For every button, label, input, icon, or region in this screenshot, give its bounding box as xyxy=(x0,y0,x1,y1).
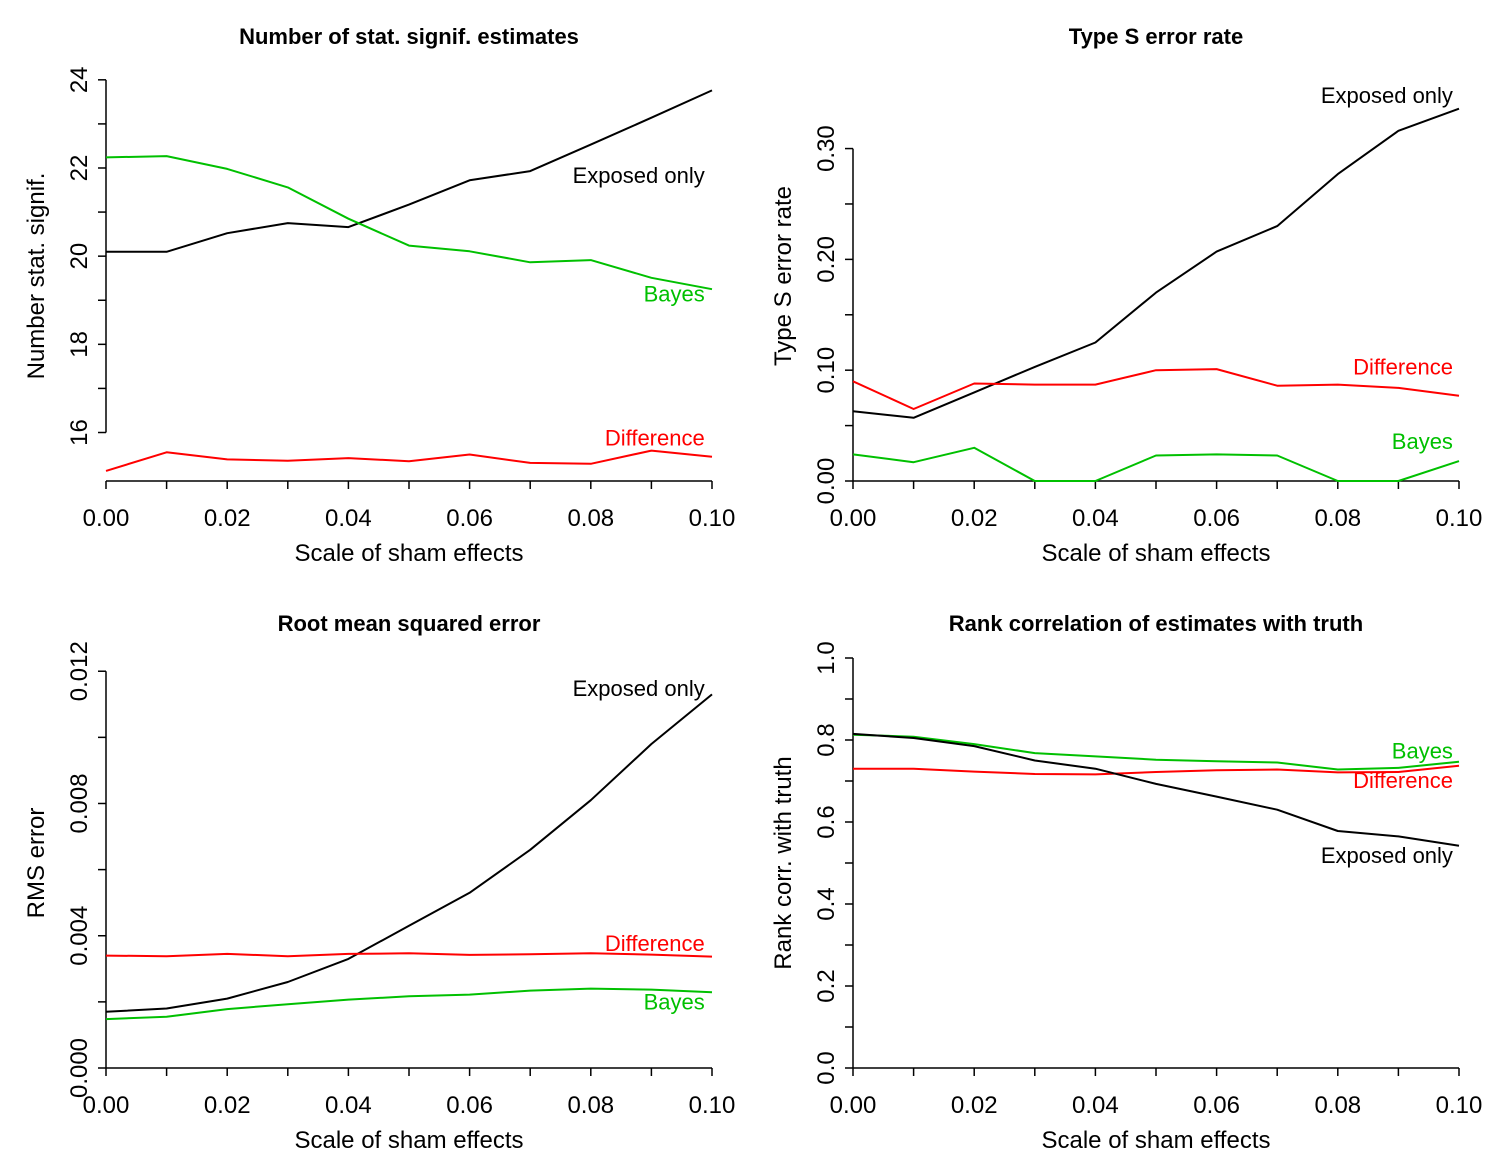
chart-panel-1: Number of stat. signif. estimates 16 18 20 2… xyxy=(23,24,735,567)
y-tick-label: 0.012 xyxy=(66,641,93,701)
y-axis-label: Type S error rate xyxy=(770,186,797,366)
y-tick-label: 24 xyxy=(66,66,93,93)
y-tick-label: 0.6 xyxy=(813,805,840,838)
x-axis-label: Scale of sham effects xyxy=(1041,540,1270,567)
y-tick-label: 0.008 xyxy=(66,773,93,833)
series-line-difference xyxy=(852,368,1460,410)
y-tick-label: 0.10 xyxy=(813,347,840,394)
x-tick-label: 0.06 xyxy=(446,505,493,532)
series-line-difference xyxy=(105,952,713,958)
x-tick-label: 0.06 xyxy=(1193,1092,1240,1119)
x-tick-label: 0.10 xyxy=(689,1092,736,1119)
series-label-exposed-only: Exposed only xyxy=(1321,843,1453,868)
x-tick-label: 0.06 xyxy=(1193,505,1240,532)
y-tick-label: 18 xyxy=(66,331,93,358)
series-label-bayes: Bayes xyxy=(1392,738,1453,763)
x-tick-label: 0.04 xyxy=(325,505,372,532)
x-tick-label: 0.00 xyxy=(830,1092,877,1119)
series-label-exposed-only: Exposed only xyxy=(1321,83,1453,108)
x-tick-label: 0.08 xyxy=(567,505,614,532)
series-line-bayes xyxy=(852,733,1460,771)
y-tick-label: 22 xyxy=(66,155,93,182)
x-tick-label: 0.00 xyxy=(83,505,130,532)
y-tick-label: 20 xyxy=(66,243,93,270)
x-tick-label: 0.02 xyxy=(204,1092,251,1119)
x-tick-label: 0.02 xyxy=(204,505,251,532)
y-tick-label: 0.4 xyxy=(813,887,840,920)
x-tick-label: 0.04 xyxy=(1072,1092,1119,1119)
x-tick-label: 0.06 xyxy=(446,1092,493,1119)
y-axis-label: Rank corr. with truth xyxy=(770,756,797,969)
series-label-difference: Difference xyxy=(605,931,705,956)
y-tick-label: 16 xyxy=(66,419,93,446)
series-label-difference: Difference xyxy=(605,426,705,451)
x-axis-label: Scale of sham effects xyxy=(294,1127,523,1154)
chart-panel-2: Type S error rate 0.00 0.10 0.20 0.30 0.00 0.0… xyxy=(770,24,1482,567)
y-tick-label: 0.00 xyxy=(813,458,840,505)
chart-panel-4: Rank correlation of estimates with truth… xyxy=(770,611,1482,1154)
x-tick-label: 0.02 xyxy=(951,1092,998,1119)
y-axis-label: Number stat. signif. xyxy=(23,173,50,380)
y-tick-label: 0.000 xyxy=(66,1038,93,1098)
series-line-exposed-only xyxy=(106,89,713,253)
y-tick-label: 0.30 xyxy=(813,125,840,172)
x-tick-label: 0.10 xyxy=(689,505,736,532)
y-tick-label: 1.0 xyxy=(813,641,840,674)
x-axis-label: Scale of sham effects xyxy=(1041,1127,1270,1154)
series-label-bayes: Bayes xyxy=(1392,429,1453,454)
series-label-exposed-only: Exposed only xyxy=(573,676,705,701)
series-line-exposed-only xyxy=(852,732,1460,847)
y-tick-label: 0.8 xyxy=(813,723,840,756)
series-line-bayes xyxy=(852,446,1460,482)
series-line-exposed-only xyxy=(105,693,713,1013)
x-tick-label: 0.04 xyxy=(325,1092,372,1119)
chart-title: Root mean squared error xyxy=(278,611,541,636)
y-tick-label: 0.0 xyxy=(813,1051,840,1084)
series-label-exposed-only: Exposed only xyxy=(573,163,705,188)
series-line-bayes xyxy=(105,987,713,1021)
x-tick-label: 0.08 xyxy=(1314,505,1361,532)
x-tick-label: 0.08 xyxy=(1314,1092,1361,1119)
y-axis-label: RMS error xyxy=(23,808,50,919)
x-tick-label: 0.08 xyxy=(567,1092,614,1119)
series-line-exposed-only xyxy=(852,107,1460,419)
y-tick-label: 0.004 xyxy=(66,906,93,966)
x-tick-label: 0.04 xyxy=(1072,505,1119,532)
y-tick-label: 0.2 xyxy=(813,969,840,1002)
x-tick-label: 0.10 xyxy=(1436,1092,1483,1119)
y-tick-label: 0.20 xyxy=(813,236,840,283)
chart-title: Rank correlation of estimates with truth xyxy=(949,611,1363,636)
x-tick-label: 0.10 xyxy=(1436,505,1483,532)
series-line-bayes xyxy=(105,155,713,291)
x-tick-label: 0.00 xyxy=(830,505,877,532)
series-label-bayes: Bayes xyxy=(644,282,705,307)
chart-title: Number of stat. signif. estimates xyxy=(239,24,579,49)
series-label-difference: Difference xyxy=(1353,355,1453,380)
series-line-difference xyxy=(105,449,713,472)
series-line-difference xyxy=(853,764,1460,776)
chart-panel-3: Root mean squared error 0.000 0.004 0.008 0.… xyxy=(23,611,735,1154)
x-tick-label: 0.02 xyxy=(951,505,998,532)
chart-title: Type S error rate xyxy=(1069,24,1243,49)
x-tick-label: 0.00 xyxy=(83,1092,130,1119)
series-label-difference: Difference xyxy=(1353,768,1453,793)
series-label-bayes: Bayes xyxy=(644,989,705,1014)
x-axis-label: Scale of sham effects xyxy=(294,540,523,567)
